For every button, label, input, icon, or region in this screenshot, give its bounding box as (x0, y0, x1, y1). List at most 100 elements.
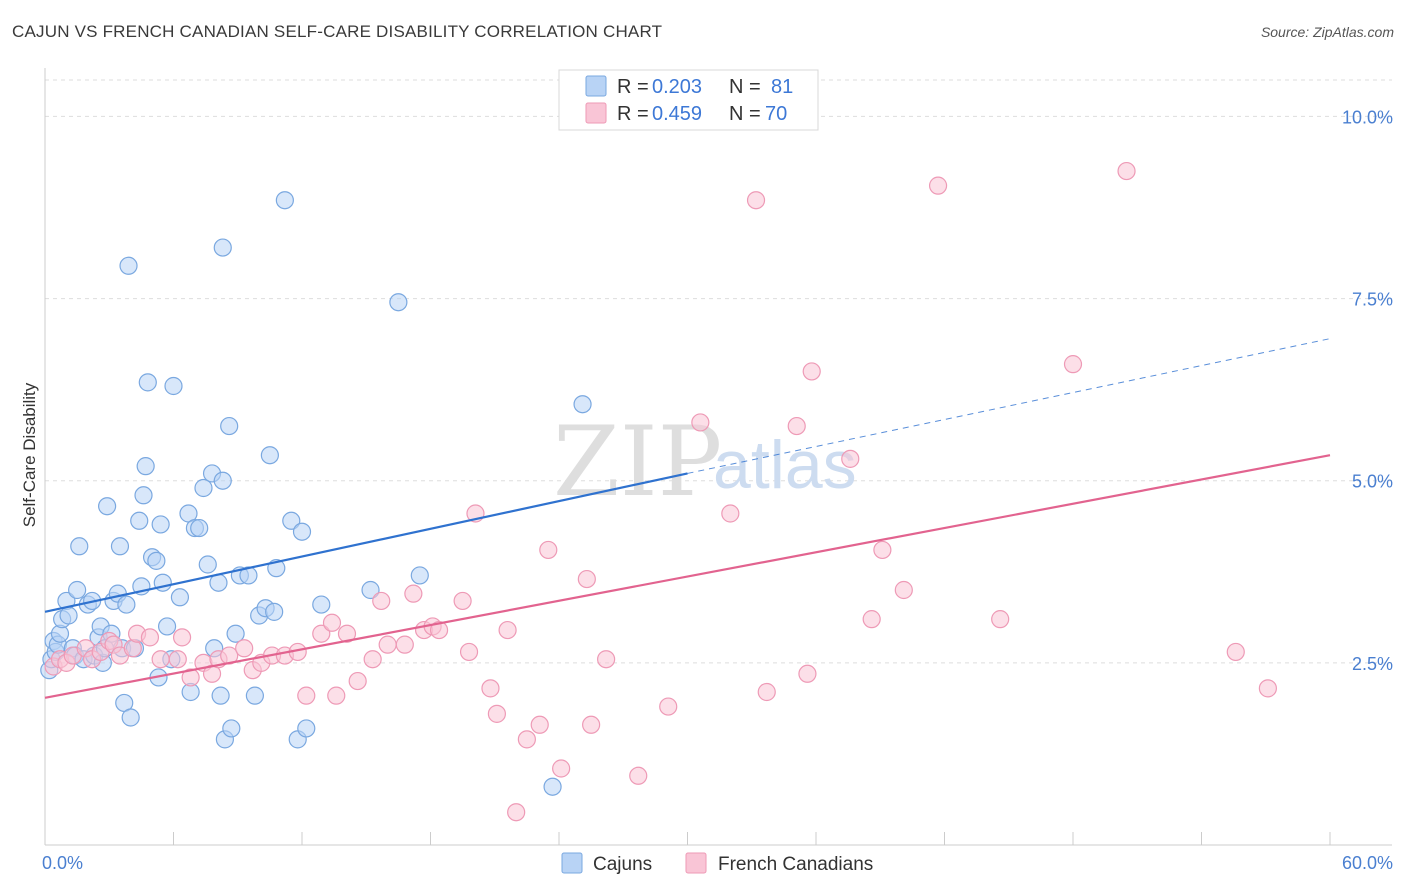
french-canadian-point (487, 704, 506, 723)
y-tick-label: 2.5% (1352, 654, 1393, 674)
cajun-point (121, 708, 140, 727)
trend-lines (44, 338, 1331, 699)
cajun-point (98, 497, 117, 516)
cajun-point (198, 555, 217, 574)
french-canadian-point (322, 613, 342, 632)
french-canadian-point (841, 449, 860, 468)
french-canadian-point (168, 650, 187, 669)
cajun-point (164, 376, 183, 396)
cajun-points (40, 191, 592, 796)
cajun-point (297, 719, 316, 738)
french-canadian-point (395, 635, 414, 654)
source-label: Source: ZipAtlas.com (1260, 24, 1394, 40)
french-canadian-point (404, 584, 423, 603)
cajun-point (194, 478, 213, 498)
cajun-point (543, 777, 562, 796)
french-canadian-point (597, 650, 616, 669)
y-tick-label: 5.0% (1352, 472, 1393, 492)
bottom-legend-swatch-cajun (561, 852, 583, 874)
cajun-point (119, 256, 138, 275)
legend-n-value-french: 70 (765, 103, 787, 125)
french-canadian-point (746, 191, 766, 210)
y-tick-labels: 2.5% 5.0% 7.5% 10.0% (1342, 107, 1393, 673)
french-canadian-point (517, 730, 536, 749)
legend-r-value-cajun: 0.203 (652, 76, 702, 98)
cajun-point (222, 719, 241, 738)
cajun-point (260, 446, 279, 465)
bottom-legend: Cajuns French Canadians (561, 852, 873, 875)
cajun-point (190, 518, 209, 538)
x-tick-label: 0.0% (42, 853, 83, 873)
french-canadian-point (140, 628, 160, 647)
french-canadian-point (873, 540, 892, 560)
cajun-point (157, 617, 177, 636)
cajun-point (130, 511, 149, 530)
french-canadian-point (539, 540, 558, 560)
axes (44, 68, 1392, 846)
french-canadian-point (151, 650, 170, 669)
french-canadian-point (1258, 679, 1277, 698)
french-canadian-point (552, 759, 571, 778)
french-canadian-point (798, 664, 817, 683)
french-canadian-point (372, 591, 391, 611)
french-canadian-point (802, 362, 821, 381)
cajun-point (151, 515, 170, 534)
french-canadian-point (459, 642, 479, 662)
cajun-point (226, 624, 245, 643)
french-canadian-point (507, 803, 526, 822)
french-canadian-point (787, 416, 806, 436)
watermark-atlas: atlas (713, 427, 857, 503)
y-tick-label: 10.0% (1342, 107, 1393, 127)
cajun-point (292, 522, 312, 541)
cajun-trend-line (44, 472, 688, 613)
french-canadian-point (721, 504, 740, 523)
french-canadian-point (453, 591, 472, 611)
legend-r-label-french: R = (617, 103, 649, 125)
french-canadian-point (928, 176, 948, 195)
french-canadian-point (659, 697, 678, 716)
cajun-point (275, 191, 294, 210)
cajun-point (312, 595, 331, 614)
legend-n-label-cajun: N = (729, 76, 761, 98)
cajun-point (573, 395, 592, 414)
cajun-point (170, 588, 190, 607)
cajun-point (213, 471, 232, 490)
cajun-point (147, 551, 166, 570)
legend-r-label-cajun: R = (617, 76, 649, 98)
cajun-point (282, 511, 301, 530)
legend-n-value-cajun: 81 (771, 76, 793, 98)
french-canadian-points (44, 161, 1277, 822)
french-canadian-point (429, 620, 449, 640)
legend-swatch-cajun (585, 75, 607, 97)
bottom-legend-label-cajun: Cajuns (593, 854, 652, 875)
cajun-point (245, 686, 264, 705)
cajun-point (68, 580, 87, 600)
cajun-point (134, 486, 153, 505)
cajun-point (110, 537, 130, 556)
cajun-point (136, 457, 155, 476)
y-axis-title: Self-Care Disability (20, 382, 39, 527)
legend-swatch-french (585, 102, 607, 124)
french-canadian-point (327, 686, 346, 705)
french-canadian-trend-line (44, 454, 1331, 699)
cajun-point (213, 238, 232, 257)
french-canadian-point (530, 715, 549, 734)
french-canadian-point (1117, 161, 1136, 181)
legend-n-label-french: N = (729, 103, 761, 125)
french-canadian-point (172, 628, 192, 647)
french-canadian-point (1063, 355, 1083, 374)
cajun-point (410, 566, 429, 585)
cajun-point (389, 293, 408, 312)
french-canadian-point (297, 686, 316, 705)
watermark: ZIP atlas (553, 406, 857, 518)
cajun-point (220, 416, 239, 436)
legend-r-value-french: 0.459 (652, 103, 702, 125)
french-canadian-point (991, 610, 1010, 629)
french-canadian-point (862, 610, 881, 629)
french-canadian-point (378, 635, 397, 654)
cajun-point (138, 373, 157, 392)
cajun-point (70, 537, 89, 556)
french-canadian-point (577, 569, 596, 589)
french-canadian-point (363, 650, 382, 669)
french-canadian-point (498, 620, 517, 640)
